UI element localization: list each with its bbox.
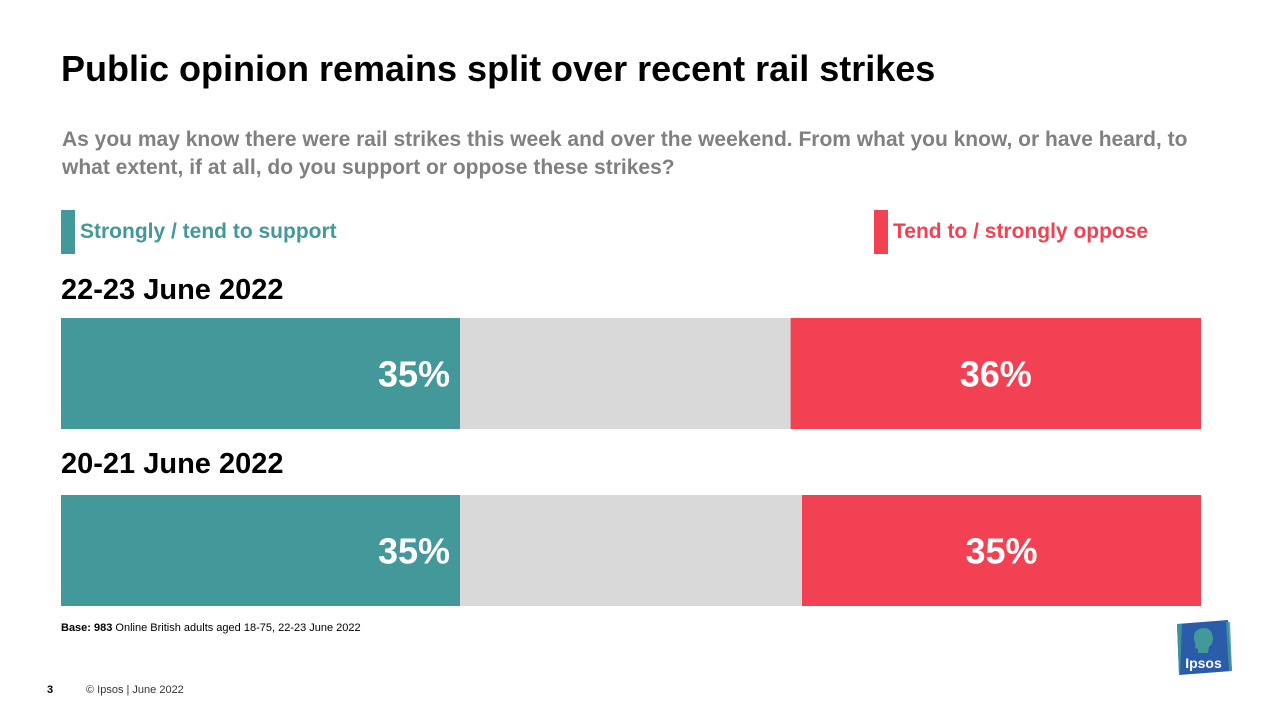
data-label-0-series-0: 35% — [378, 354, 450, 395]
legend-oppose-label: Tend to / strongly oppose — [893, 220, 1149, 243]
data-label-1-series-2: 35% — [965, 531, 1037, 572]
bar-0-series-0 — [61, 318, 460, 429]
legend-support-swatch — [61, 210, 75, 254]
bar-0-series-2 — [790, 318, 1201, 429]
ipsos-logo-icon — [1177, 620, 1232, 675]
legend-support: Strongly / tend to support — [61, 210, 337, 254]
legend-oppose: Tend to / strongly oppose — [874, 210, 1148, 254]
row-label-1: 20-21 June 2022 — [61, 448, 284, 480]
page-number: 3 — [47, 684, 54, 696]
base-note-prefix: Base: 983 — [61, 622, 113, 634]
page-title: Public opinion remains split over recent… — [61, 48, 936, 89]
base-note: Base: 983 Online British adults aged 18-… — [61, 622, 361, 634]
legend-support-label: Strongly / tend to support — [80, 220, 337, 243]
survey-question: As you may know there were rail strikes … — [62, 128, 1188, 179]
legend-oppose-swatch — [874, 210, 888, 254]
logo-text: Ipsos — [1185, 655, 1222, 671]
base-note-text: Online British adults aged 18-75, 22-23 … — [112, 622, 361, 634]
data-label-0-series-2: 36% — [960, 354, 1032, 395]
bar-1-series-1 — [460, 495, 802, 606]
bar-0-series-1 — [460, 318, 791, 429]
footer-copyright: © Ipsos | June 2022 — [86, 684, 184, 696]
data-label-1-series-0: 35% — [378, 531, 450, 572]
row-label-0: 22-23 June 2022 — [61, 274, 284, 306]
ipsos-logo: Ipsos — [1174, 620, 1233, 675]
bar-1-series-2 — [802, 495, 1201, 606]
bar-1-series-0 — [61, 495, 460, 606]
